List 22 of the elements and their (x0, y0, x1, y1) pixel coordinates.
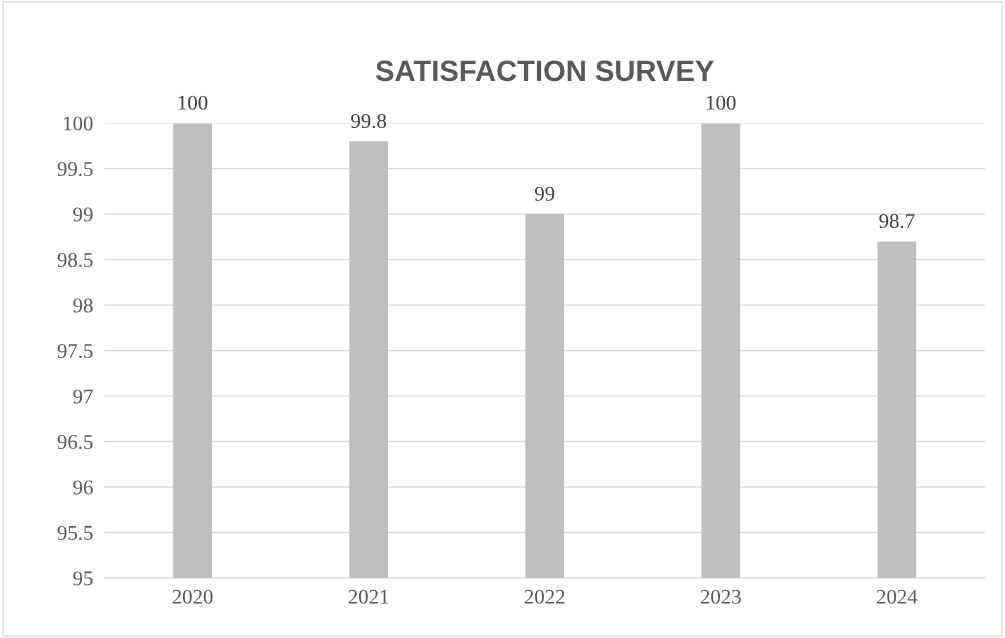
data-label: 100 (706, 95, 736, 110)
data-label: 100 (178, 95, 208, 110)
y-tick-label: 96.5 (57, 434, 93, 450)
data-label: 99.8 (351, 113, 387, 129)
x-tick-label: 2021 (348, 589, 389, 604)
y-tick-label: 100 (63, 116, 93, 131)
chart-title: SATISFACTION SURVEY (375, 60, 714, 82)
y-tick-label: 95 (73, 571, 93, 586)
y-tick-label: 98 (73, 298, 93, 313)
data-label: 98.7 (879, 214, 915, 229)
y-tick-label: 99.5 (57, 162, 93, 177)
y-tick-label: 97.5 (57, 344, 93, 359)
y-tick-label: 98.5 (57, 252, 93, 268)
x-tick-label: 2024 (876, 589, 918, 604)
y-tick-label: 95.5 (57, 525, 93, 541)
data-label: 99 (534, 186, 555, 201)
y-tick-label: 96 (73, 480, 93, 495)
x-tick-label: 2022 (524, 589, 565, 604)
y-tick-label: 97 (73, 389, 93, 404)
x-tick-label: 2023 (700, 589, 741, 604)
y-tick-label: 99 (73, 207, 93, 222)
x-tick-label: 2020 (172, 589, 213, 604)
